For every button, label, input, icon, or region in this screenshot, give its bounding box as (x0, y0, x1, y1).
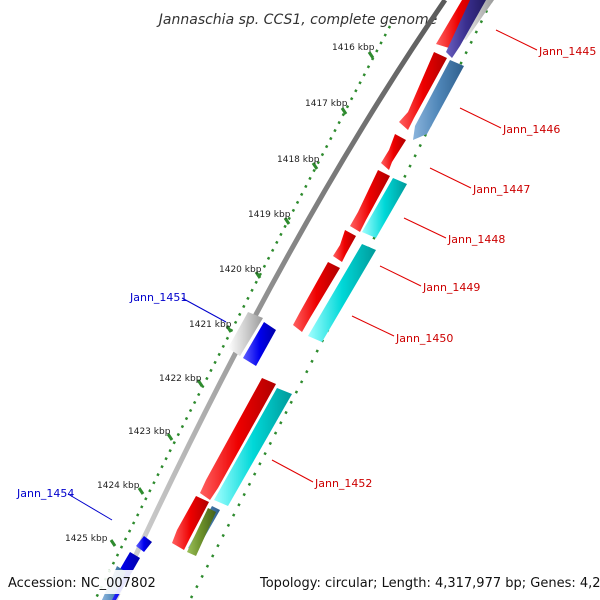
tick-mark (283, 217, 291, 225)
reverse-strand-genes (187, 0, 494, 556)
label-jann-1452[interactable]: Jann_1452 (314, 477, 372, 490)
topology-text: Topology: circular; Length: 4,317,977 bp… (259, 576, 600, 591)
leader-jann-1452 (271, 459, 314, 483)
gene-labels: Jann_1445 Jann_1446 Jann_1447 Jann_1448 … (16, 45, 596, 500)
tick-label: 1422 kbp (159, 374, 202, 384)
tick-mark (137, 487, 145, 495)
label-jann-1447[interactable]: Jann_1447 (472, 183, 530, 196)
gene-jann-1448-forward[interactable] (350, 170, 390, 232)
leader-jann-1454 (67, 493, 113, 521)
inner-dotted-ring (93, 25, 392, 600)
gene-jann-1447-forward[interactable] (381, 134, 406, 170)
label-jann-1454[interactable]: Jann_1454 (16, 487, 74, 500)
tick-mark (311, 162, 319, 170)
leader-jann-1451 (181, 297, 227, 323)
tick-label: 1419 kbp (248, 210, 291, 220)
tick-mark (166, 433, 174, 441)
genome-backbone (112, 0, 448, 600)
kbp-tick-marks (109, 51, 375, 547)
label-leader-lines-reverse (67, 297, 227, 521)
label-jann-1449[interactable]: Jann_1449 (422, 281, 480, 294)
gene-jann-1453-forward[interactable] (172, 496, 209, 550)
tick-label: 1420 kbp (219, 265, 262, 275)
topology-backdrop (255, 570, 600, 594)
label-jann-1448[interactable]: Jann_1448 (447, 233, 505, 246)
gene-jann-1446-steel[interactable] (413, 60, 464, 140)
gene-jann-1445-navy[interactable] (446, 0, 486, 58)
leader-jann-1449 (379, 265, 422, 287)
genome-title: Jannaschia sp. CCS1, complete genome (156, 12, 437, 28)
tick-label: 1423 kbp (128, 427, 171, 437)
gene-jann-1450-forward[interactable] (293, 262, 340, 332)
tick-mark (367, 51, 375, 59)
gene-jann-1454-blue-small[interactable] (136, 536, 152, 552)
leader-jann-1448 (403, 217, 447, 239)
gene-jann-1451-blue[interactable] (243, 322, 276, 366)
forward-strand-genes (172, 0, 481, 550)
gene-jann-1446-forward[interactable] (399, 52, 447, 130)
tick-label: 1417 kbp (305, 99, 348, 109)
gene-jann-1452-forward[interactable] (200, 378, 276, 500)
gene-jann-1448b-forward[interactable] (333, 230, 356, 262)
label-jann-1450[interactable]: Jann_1450 (395, 332, 453, 345)
tick-mark (254, 271, 262, 279)
leader-jann-1446 (459, 107, 502, 129)
leader-jann-1447 (429, 167, 472, 189)
gene-jann-1452-cyan[interactable] (214, 388, 292, 506)
tick-mark (196, 379, 204, 387)
tick-mark (109, 539, 117, 547)
gene-jann-1453-olive[interactable] (187, 508, 216, 556)
tick-label: 1416 kbp (332, 43, 375, 53)
gene-jann-1450-cyan[interactable] (308, 244, 376, 342)
tick-mark (340, 107, 348, 115)
label-leader-lines (271, 29, 538, 483)
tick-mark (225, 325, 233, 333)
tick-label: 1425 kbp (65, 534, 108, 544)
accession-text: Accession: NC_007802 (8, 576, 156, 591)
leader-jann-1445 (495, 29, 538, 51)
label-jann-1445[interactable]: Jann_1445 (538, 45, 596, 58)
tick-label: 1421 kbp (189, 320, 232, 330)
label-jann-1446[interactable]: Jann_1446 (502, 123, 560, 136)
leader-jann-1450 (351, 315, 395, 337)
tick-label: 1424 kbp (97, 481, 140, 491)
kbp-tick-labels: 1416 kbp 1417 kbp 1418 kbp 1419 kbp 1420… (65, 43, 375, 544)
accession-backdrop (0, 570, 150, 594)
tick-label: 1418 kbp (277, 155, 320, 165)
jann-1451-genes (228, 312, 276, 366)
label-jann-1451[interactable]: Jann_1451 (129, 291, 187, 304)
gene-jann-1451-gray[interactable] (228, 312, 263, 356)
gene-jann-1448-cyan[interactable] (362, 178, 407, 238)
